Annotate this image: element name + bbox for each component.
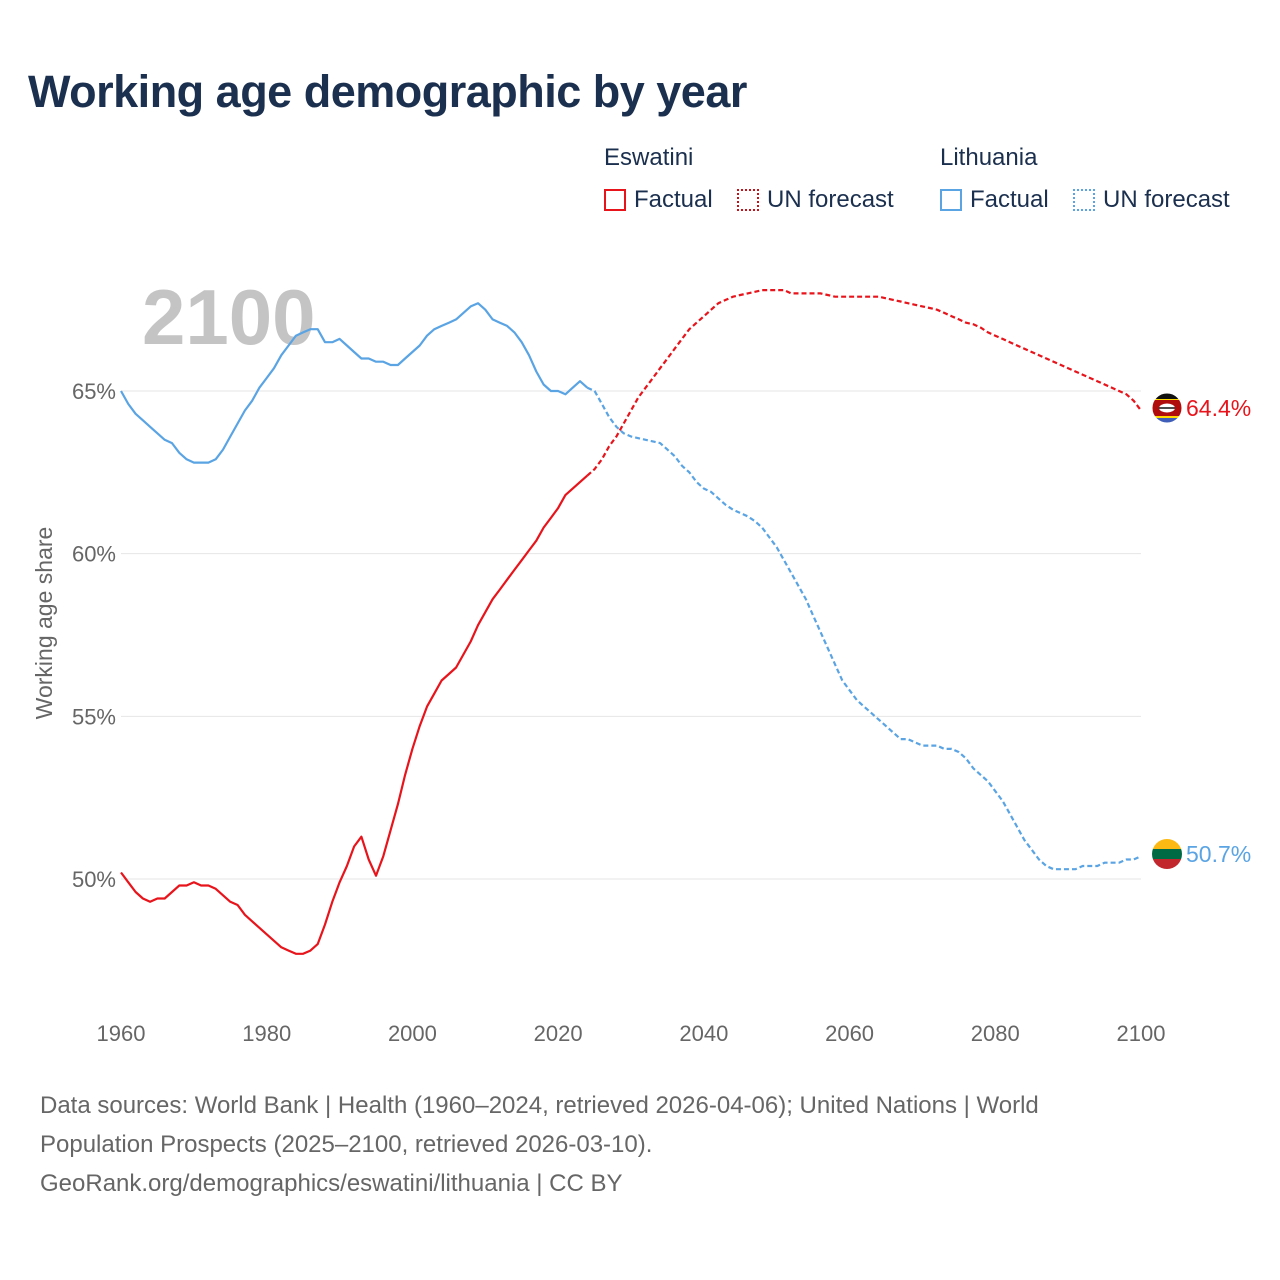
legend-label: UN forecast	[767, 186, 894, 213]
legend-item-lithuania-forecast[interactable]: UN forecast	[1073, 186, 1230, 214]
legend-label: UN forecast	[1103, 186, 1230, 213]
legend-item-lithuania-factual[interactable]: Factual	[940, 186, 1049, 214]
legend-item-eswatini-forecast[interactable]: UN forecast	[737, 186, 894, 214]
footer-source-link[interactable]: GeoRank.org/demographics/eswatini/lithua…	[40, 1170, 623, 1197]
eswatini-end-label: 64.4%	[1186, 395, 1251, 421]
y-tick-label: 55%	[72, 704, 116, 729]
legend-label: Factual	[634, 186, 713, 213]
legend-swatch-dotted-icon	[1073, 189, 1095, 211]
lithuania-end-label: 50.7%	[1186, 841, 1251, 867]
x-tick-label: 1980	[242, 1021, 291, 1046]
x-tick-label: 2020	[534, 1021, 583, 1046]
x-tick-label: 2060	[825, 1021, 874, 1046]
x-tick-label: 2100	[1117, 1021, 1166, 1046]
y-axis-title: Working age share	[31, 527, 57, 720]
legend-group-lithuania: Lithuania	[940, 144, 1038, 171]
series-lines	[120, 289, 1142, 955]
y-tick-label: 65%	[72, 379, 116, 404]
axis-tick-labels: 50% 55% 60% 65% 1960 1980 2000 2020 2040 2060 2080…	[72, 379, 1166, 1046]
legend-swatch-dotted-icon	[737, 189, 759, 211]
x-tick-label: 2040	[679, 1021, 728, 1046]
y-tick-label: 60%	[72, 542, 116, 567]
gridlines	[121, 390, 1141, 880]
legend-item-eswatini-factual[interactable]: Factual	[604, 186, 713, 214]
year-watermark: 2100	[142, 273, 316, 361]
legend-swatch-solid-icon	[940, 189, 962, 211]
lithuania-flag-icon	[1152, 839, 1182, 869]
x-tick-label: 2000	[388, 1021, 437, 1046]
legend-swatch-solid-icon	[604, 189, 626, 211]
footer-line: Population Prospects (2025–2100, retriev…	[40, 1131, 653, 1158]
line-chart: 50% 55% 60% 65% 1960 1980 2000 2020 2040 2060 2080…	[31, 273, 1251, 1046]
lithuania-factual-line	[120, 302, 589, 464]
x-tick-label: 2080	[971, 1021, 1020, 1046]
data-sources-footer: Data sources: World Bank | Health (1960–…	[40, 1086, 1220, 1203]
eswatini-flag-icon	[1151, 392, 1183, 424]
lithuania-forecast-line	[586, 386, 1142, 871]
chart-title: Working age demographic by year	[28, 66, 747, 117]
legend-group-eswatini: Eswatini	[604, 144, 694, 171]
legend-label: Factual	[970, 186, 1049, 213]
x-tick-label: 1960	[97, 1021, 146, 1046]
y-tick-label: 50%	[72, 867, 116, 892]
eswatini-forecast-line	[586, 289, 1142, 477]
footer-line: Data sources: World Bank | Health (1960–…	[40, 1092, 1039, 1119]
eswatini-factual-line	[120, 474, 589, 955]
